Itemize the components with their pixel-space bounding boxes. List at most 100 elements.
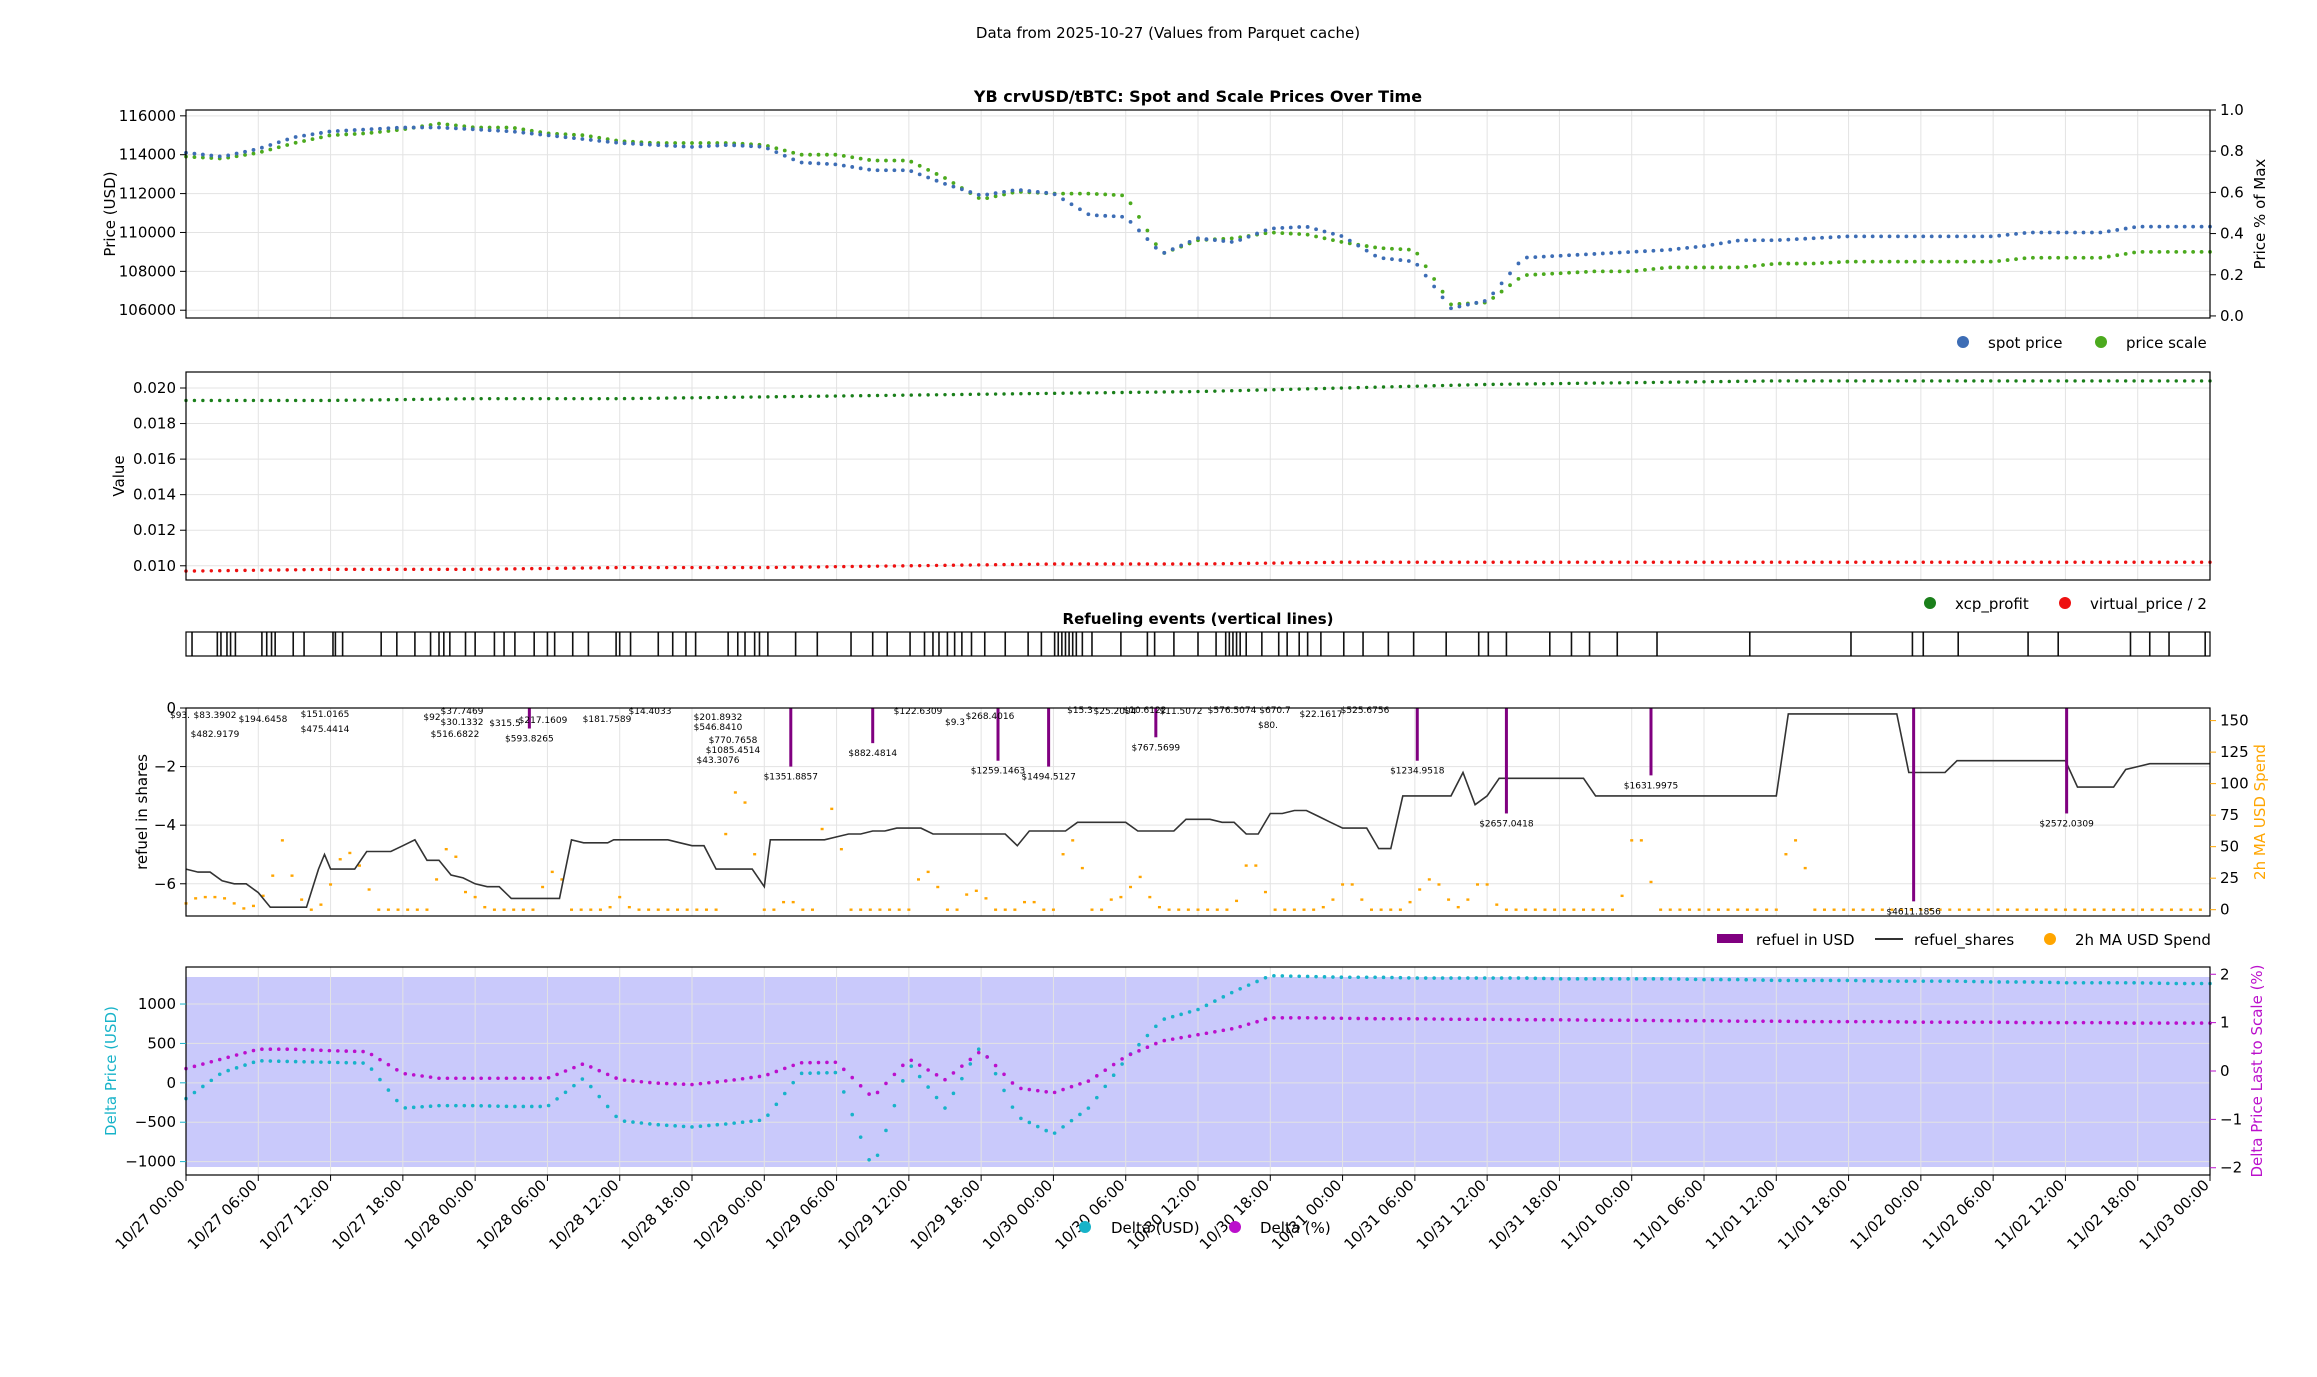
ma-spend-point [1948,908,1952,911]
point-price-scale [1803,261,1808,266]
point-spot-price [1525,255,1529,260]
point-xcp_profit [1036,391,1040,396]
point-price-scale [563,132,568,137]
delta-pct-point [1162,1038,1167,1043]
delta-usd-point [1390,975,1394,980]
delta-pct-point [1558,1017,1563,1022]
x-tick-label: 10/27 06:00 [184,1176,261,1253]
delta-usd-point [1879,979,1883,983]
point-virtual_price-2 [909,564,913,568]
delta-usd-point [1803,978,1807,983]
delta-pct-point [2157,1021,2162,1025]
point-spot-price [1997,233,2002,238]
delta-usd-point [1735,977,1740,982]
refuel-small-label: $93. [170,711,190,721]
delta-usd-point [1044,1128,1048,1133]
point-xcp_profit [572,396,576,401]
point-spot-price [673,144,678,148]
delta-usd-point [1272,973,1276,978]
point-virtual_price-2 [1111,562,1116,566]
ma-spend-point [1225,908,1229,911]
point-xcp_profit [842,394,846,398]
ma-spend-point [1100,908,1104,911]
point-virtual_price-2 [201,569,205,573]
point-virtual_price-2 [1567,560,1571,564]
y-tick-label: 0.010 [133,557,176,575]
delta-usd-point [614,1114,618,1119]
point-virtual_price-2 [1339,560,1344,564]
delta-usd-point [1541,976,1546,981]
point-spot-price [1575,252,1580,257]
point-virtual_price-2 [1027,562,1032,566]
point-virtual_price-2 [563,566,568,570]
point-xcp_profit [201,398,205,403]
ma-spend-point [550,870,554,874]
delta-usd-point [1794,978,1799,983]
delta-usd-point [1322,975,1327,979]
ma-spend-point [1620,894,1624,898]
ma-spend-point [1312,908,1316,911]
point-virtual_price-2 [1719,560,1723,564]
ma-spend-point [502,908,506,911]
delta-pct-point [1095,1074,1099,1078]
point-price-scale [1272,230,1276,235]
delta-pct-point [901,1063,905,1068]
point-spot-price [993,191,998,196]
point-xcp_profit [530,396,534,401]
point-virtual_price-2 [1010,562,1015,567]
point-virtual_price-2 [445,567,450,572]
delta-usd-point [428,1104,433,1109]
refuel-marks [184,708,2210,911]
point-price-scale [2073,255,2077,260]
point-spot-price [361,127,365,132]
delta-usd-point [555,1097,559,1101]
delta-usd-point [504,1104,509,1109]
delta-usd-point [943,1106,947,1110]
point-price-scale [825,152,829,157]
delta-pct-point [2005,1020,2010,1025]
ma-spend-point [2141,908,2145,911]
delta-usd-point [1078,1112,1082,1117]
point-spot-price [2106,229,2111,234]
ma-spend-point [1842,908,1846,911]
x-tick-label: 11/02 12:00 [1991,1176,2068,1253]
delta-usd-point [993,1071,998,1076]
point-xcp_profit [1727,379,1732,384]
y-tick-label: 0.020 [133,379,176,397]
point-price-scale [234,154,239,159]
delta-pct-point [1651,1018,1656,1023]
point-price-scale [1390,246,1394,251]
point-xcp_profit [1761,379,1765,383]
point-spot-price [1103,213,1108,218]
point-virtual_price-2 [1744,560,1748,564]
delta-usd-point [1111,1073,1116,1078]
ma-spend-point [1215,908,1219,911]
point-virtual_price-2 [707,565,711,570]
point-price-scale [504,125,509,130]
point-spot-price [1609,251,1614,255]
ma-spend-point [1013,908,1017,911]
delta-pct-point [1862,1019,1867,1024]
point-spot-price [1778,238,1782,242]
delta-usd-point [597,1094,602,1099]
point-spot-price [580,137,585,141]
delta-usd-point [2157,981,2162,986]
point-xcp_profit [1963,379,1968,383]
point-price-scale [1794,261,1799,266]
delta-pct-point [327,1048,332,1053]
ma-spend-point [1996,908,2000,911]
point-spot-price [1229,240,1234,244]
delta-usd-point [1997,980,2001,984]
refuel-small-label: $217.1609 [519,716,568,726]
point-virtual_price-2 [1230,561,1234,566]
point-price-scale [1837,260,1841,265]
point-virtual_price-2 [1128,562,1133,566]
point-spot-price [352,128,357,132]
refuel-small-label: $15.3 [1067,706,1093,716]
delta-usd-point [1027,1120,1032,1125]
delta-pct-point [1963,1020,1968,1024]
point-price-scale [884,158,888,163]
point-spot-price [943,181,947,186]
point-virtual_price-2 [513,567,517,571]
